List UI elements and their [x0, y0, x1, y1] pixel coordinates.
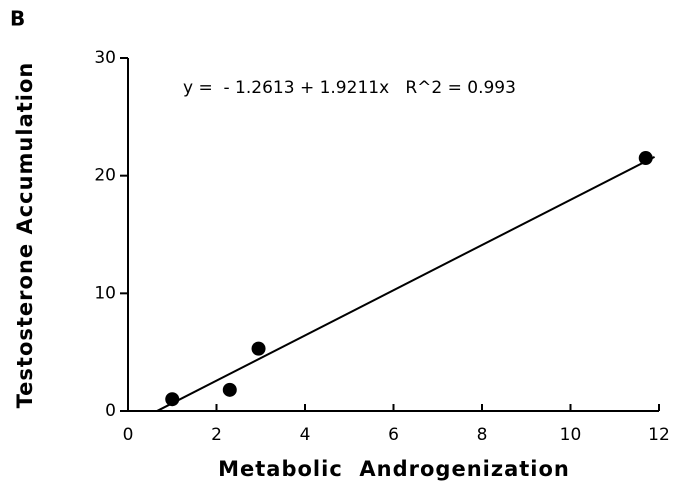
x-tick-label: 4 [300, 425, 311, 445]
point [165, 392, 180, 407]
x-tick-label: 6 [388, 425, 399, 445]
x-tick-label: 8 [477, 425, 488, 445]
x-tick-label: 0 [123, 425, 134, 445]
y-axis-label: Testosterone Accumulation [13, 62, 37, 409]
y-tick-label: 20 [94, 166, 116, 186]
y-tick-label: 0 [105, 401, 116, 421]
point [638, 151, 653, 166]
y-tick-label: 10 [94, 283, 116, 303]
annotation: y = - 1.2613 + 1.9211x R^2 = 0.993 [183, 78, 516, 98]
point [222, 382, 237, 397]
x-tick-label: 12 [648, 425, 670, 445]
trend-line [156, 155, 656, 412]
y-tick-label: 30 [94, 48, 116, 68]
panel-label: B [10, 7, 25, 31]
x-tick-label: 10 [560, 425, 582, 445]
x-axis-label: Metabolic Androgenization [218, 457, 570, 481]
x-tick-label: 2 [211, 425, 222, 445]
point [251, 341, 266, 356]
